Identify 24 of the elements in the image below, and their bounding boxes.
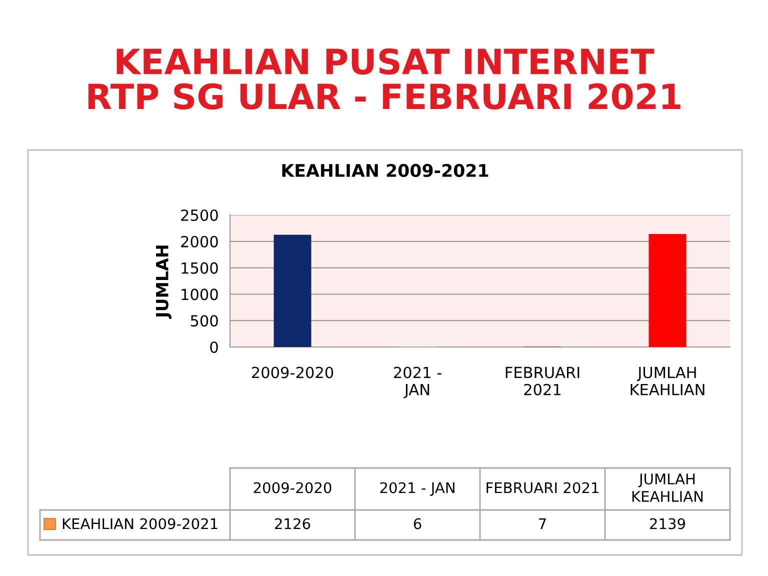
y-tick-label: 1000 <box>182 288 218 300</box>
category-label: 2021 - JAN <box>380 482 454 496</box>
y-tick-label: 500 <box>190 315 218 327</box>
category-label: FEBRUARI 2021 <box>486 482 598 494</box>
x-tick-label: 2009-2020 <box>252 366 334 378</box>
chart-title: KEAHLIAN PUSAT INTERNET RTP SG ULAR - FEBRUARI 2021 <box>88 48 680 110</box>
data-label: 2126 <box>275 518 310 530</box>
x-tick-label: JUMLAH KEAHLIAN <box>630 366 704 396</box>
x-tick-label: FEBRUARI 2021 <box>506 366 580 396</box>
bar <box>274 234 312 347</box>
data-label: 2139 <box>650 518 686 530</box>
y-tick-label: 2500 <box>181 209 218 222</box>
y-tick-label: 2000 <box>181 236 218 248</box>
y-tick-label: 1500 <box>182 262 218 274</box>
category-label: JUMLAH KEAHLIAN <box>632 474 703 502</box>
chart-subtitle: KEAHLIAN 2009-2021 <box>282 164 488 178</box>
x-tick-label: 2021 - JAN <box>394 366 442 398</box>
data-label: 7 <box>539 518 546 530</box>
bar <box>648 234 686 347</box>
y-tick-label: 0 <box>210 341 218 354</box>
y-axis-title: JUMLAH <box>156 246 172 319</box>
data-label: 6 <box>414 518 422 530</box>
text: KEAHLIAN 2009-2021 <box>62 518 218 530</box>
category-label: 2009-2020 <box>254 482 332 494</box>
